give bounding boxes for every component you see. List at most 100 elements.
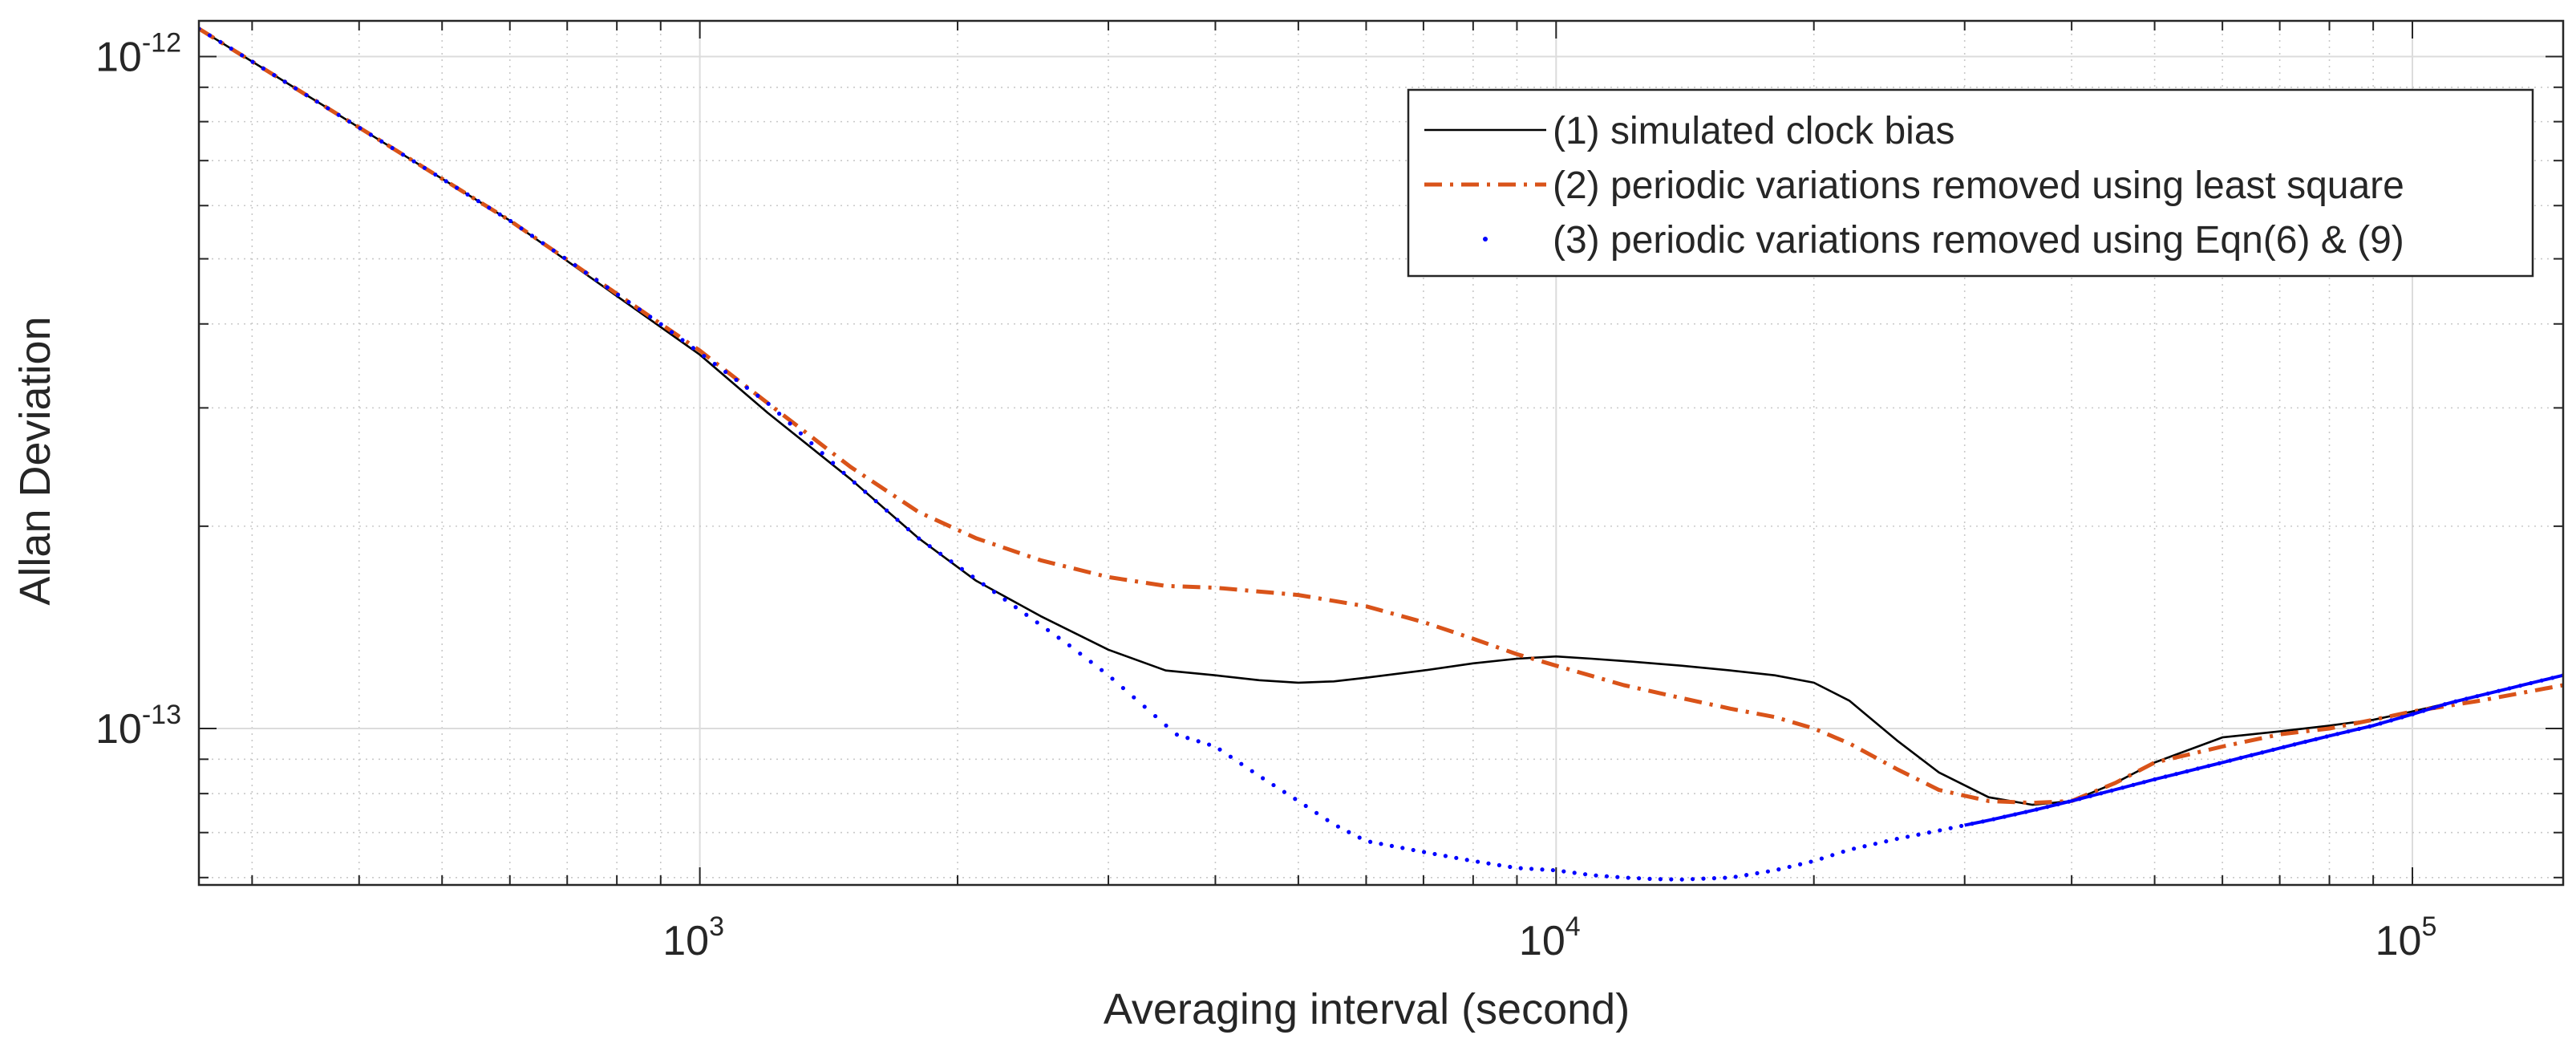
series-3-point (1841, 849, 1845, 854)
series-3-point (1615, 875, 1620, 879)
series-3-point (1744, 873, 1749, 878)
series-layer (199, 26, 2563, 882)
series-3-point (1658, 877, 1663, 882)
x-tick-label: 104 (1519, 911, 1581, 964)
series-3-point (863, 489, 868, 494)
series-3-point (702, 354, 707, 359)
series-3-point (218, 39, 223, 44)
series-3-point (422, 165, 427, 170)
y-axis-title: Allan Deviation (11, 316, 59, 605)
series-3-point (1916, 832, 1921, 837)
series-3-point (1046, 627, 1051, 632)
series-3-point (519, 226, 524, 231)
series-3-point (723, 369, 728, 375)
series-3-point (476, 199, 481, 204)
series-3-markers (199, 26, 2563, 882)
series-3-point (959, 566, 964, 571)
series-3-point (433, 172, 438, 177)
series-3-point (798, 431, 804, 436)
series-3-point (1100, 668, 1104, 672)
series-3-point (1067, 643, 1071, 648)
series-3-point (1185, 736, 1190, 741)
series-3-point (788, 421, 792, 426)
series-3-point (1626, 875, 1630, 880)
series-3-point (1787, 864, 1792, 870)
series-3-point (1454, 855, 1459, 860)
series-3-point (1196, 739, 1201, 744)
series-3-point (1476, 859, 1480, 864)
y-tick-label: 10-12 (95, 27, 181, 80)
series-3-point (1583, 872, 1588, 877)
series-3-point (1604, 874, 1609, 879)
series-3-point (1120, 685, 1125, 691)
legend-label-3: (3) periodic variations removed using Eq… (1553, 219, 2404, 262)
series-3-point (250, 59, 255, 64)
series-3-point (1550, 867, 1555, 873)
series-3-point (1884, 839, 1889, 844)
series-3-point (390, 145, 395, 151)
axes (197, 19, 2565, 887)
series-3-point (207, 33, 212, 38)
series-3-point (1293, 797, 1298, 802)
series-3-point (1906, 834, 1910, 839)
series-3-point (1486, 861, 1491, 866)
y-tick-label: 10-13 (95, 700, 181, 753)
series-3-point (282, 79, 287, 84)
series-3-point (497, 212, 502, 217)
legend-item-least-square: (2) periodic variations removed using le… (1424, 164, 2404, 207)
series-3-point (670, 330, 674, 335)
series-3-point (831, 461, 836, 465)
series-3-point (1013, 605, 1018, 610)
series-3-point (1314, 810, 1319, 815)
series-3-point (1637, 876, 1642, 881)
x-axis-title: Averaging interval (second) (1104, 985, 1630, 1033)
series-3-point (541, 241, 545, 246)
legend: (1) simulated clock bias (2) periodic va… (1407, 88, 2534, 278)
series-1-line (199, 27, 2563, 806)
legend-sample-dot-3 (1483, 237, 1488, 241)
series-3-point (852, 480, 857, 485)
series-3-point (1497, 862, 1501, 867)
series-3-point (1561, 869, 1566, 874)
series-3-point (1389, 843, 1394, 848)
series-3-point (411, 159, 416, 164)
series-3-point (1540, 867, 1545, 872)
series-3-point (465, 192, 470, 197)
series-3-point (1808, 859, 1813, 864)
series-3-point (1261, 776, 1266, 781)
series-3-point (594, 278, 599, 282)
series-3-point (744, 385, 750, 390)
series-3-point (938, 551, 943, 556)
series-3-point (1357, 835, 1362, 840)
series-3-point (1572, 871, 1577, 875)
series-3-point (917, 536, 921, 541)
series-3-point (1132, 695, 1136, 700)
series-3-point (1379, 842, 1383, 846)
series-3-point (1508, 864, 1513, 870)
series-3-point (1250, 769, 1254, 773)
series-3-point (1217, 747, 1222, 752)
series-3-point (368, 132, 373, 137)
series-3-point (680, 338, 685, 343)
series-3-point (551, 248, 556, 253)
series-3-point (1325, 818, 1330, 822)
series-3-point (455, 185, 460, 190)
series-3-point (240, 53, 245, 58)
series-3-point (1959, 823, 1964, 829)
series-3-point (1239, 761, 1244, 766)
x-tick-label: 103 (662, 911, 724, 964)
series-3-point (1153, 713, 1158, 719)
series-3-point (1464, 858, 1469, 862)
series-3-point (885, 508, 889, 513)
series-3-point (1733, 875, 1738, 879)
series-3-point (1723, 875, 1727, 880)
series-3-point (444, 179, 448, 184)
series-3-point (648, 315, 653, 319)
series-3-point (1798, 862, 1803, 866)
series-3-point (583, 270, 589, 275)
series-3-point (1088, 659, 1093, 664)
series-3-point (1529, 866, 1534, 871)
series-3-point (970, 574, 975, 579)
series-3-point (992, 590, 997, 595)
